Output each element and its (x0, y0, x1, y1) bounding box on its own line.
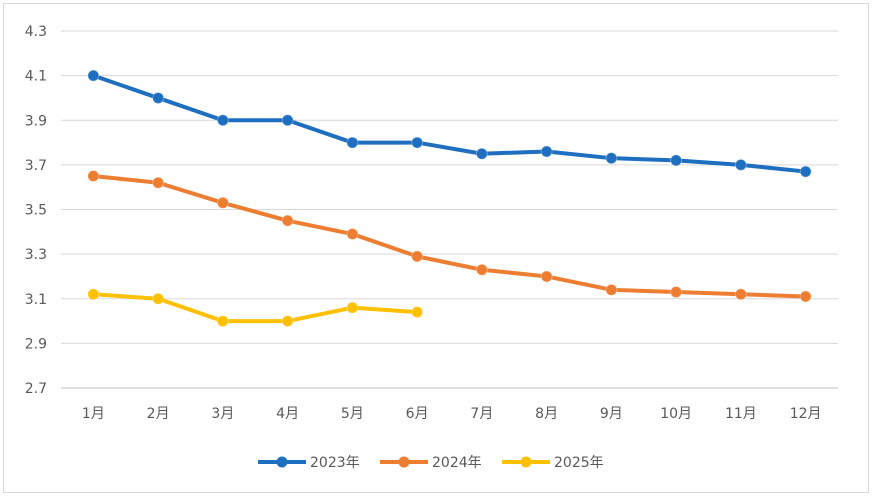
y-tick-label: 3.1 (25, 292, 47, 308)
legend-marker (398, 456, 410, 468)
data-point (734, 288, 747, 301)
data-point (346, 136, 359, 149)
y-tick-label: 4.3 (25, 24, 47, 40)
x-tick-label: 2月 (147, 406, 170, 422)
data-point (411, 250, 424, 263)
x-tick-label: 6月 (406, 406, 429, 422)
y-tick-label: 3.3 (25, 247, 47, 263)
data-point (216, 196, 229, 209)
data-point (605, 152, 618, 165)
y-tick-label: 3.7 (25, 158, 47, 174)
data-point (540, 270, 553, 283)
data-point (152, 176, 165, 189)
x-tick-label: 4月 (276, 406, 299, 422)
series-line-2025年 (91, 292, 420, 324)
y-tick-label: 4.1 (25, 69, 47, 85)
data-point (346, 301, 359, 314)
x-tick-label: 12月 (790, 406, 822, 422)
x-tick-label: 10月 (660, 406, 692, 422)
legend-label: 2023年 (310, 455, 360, 471)
x-tick-label: 9月 (600, 406, 623, 422)
x-tick-label: 3月 (211, 406, 234, 422)
data-point (670, 154, 683, 167)
data-point (605, 283, 618, 296)
data-point (152, 292, 165, 305)
data-point (152, 91, 165, 104)
data-point (281, 214, 294, 227)
data-point (799, 165, 812, 178)
x-tick-label: 11月 (725, 406, 757, 422)
legend-marker (520, 456, 532, 468)
legend-label: 2025年 (554, 455, 604, 471)
series-line-2023年 (91, 73, 808, 174)
data-point (346, 228, 359, 241)
data-point (411, 136, 424, 149)
data-point (734, 158, 747, 171)
data-point (411, 306, 424, 319)
data-point (87, 170, 100, 183)
x-tick-label: 7月 (470, 406, 493, 422)
legend-label: 2024年 (432, 455, 482, 471)
data-point (540, 145, 553, 158)
series-line-2024年 (91, 174, 808, 299)
data-point (670, 286, 683, 299)
data-point (87, 288, 100, 301)
legend-marker (276, 456, 288, 468)
x-tick-label: 8月 (535, 406, 558, 422)
data-point (281, 114, 294, 127)
data-point (799, 290, 812, 303)
y-tick-label: 2.9 (25, 336, 47, 352)
x-tick-label: 1月 (82, 406, 105, 422)
data-point (216, 114, 229, 127)
y-tick-label: 3.9 (25, 113, 47, 129)
data-point (87, 69, 100, 82)
chart-border (3, 3, 869, 493)
y-tick-label: 3.5 (25, 203, 47, 219)
data-point (475, 263, 488, 276)
x-tick-label: 5月 (341, 406, 364, 422)
y-tick-label: 2.7 (25, 381, 47, 397)
data-point (475, 147, 488, 160)
data-point (281, 315, 294, 328)
data-point (216, 315, 229, 328)
